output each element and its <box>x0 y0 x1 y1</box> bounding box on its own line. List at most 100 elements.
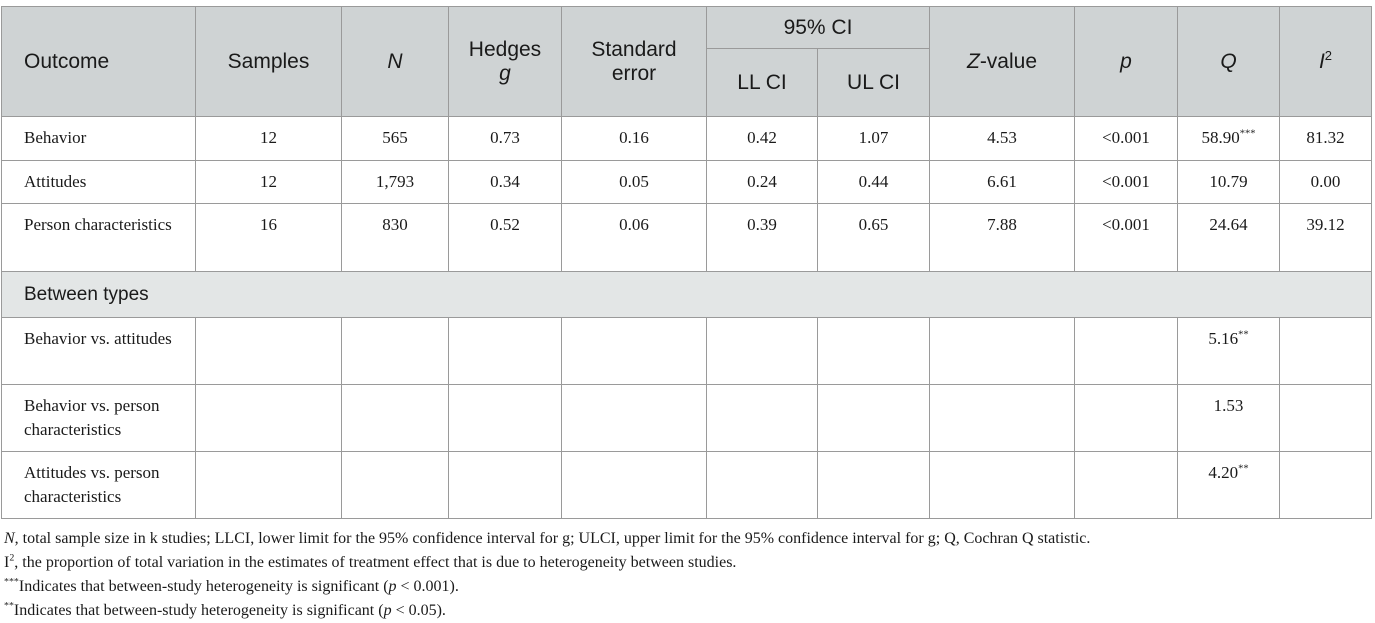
cell-empty <box>817 451 930 519</box>
cell-q: 4.20** <box>1177 451 1280 519</box>
table-row: Behavior 12 565 0.73 0.16 0.42 1.07 4.53… <box>1 116 1372 161</box>
cell-outcome: Behavior vs. attitudes <box>1 317 196 385</box>
footnote-significance-05: **Indicates that between-study heterogen… <box>4 599 1364 623</box>
table-row: Person characteristics 16 830 0.52 0.06 … <box>1 203 1372 272</box>
cell-empty <box>1074 317 1178 385</box>
cell-p: <0.001 <box>1074 160 1178 204</box>
cell-q: 1.53 <box>1177 384 1280 452</box>
cell-empty <box>561 317 707 385</box>
cell-empty <box>706 451 818 519</box>
table-header: Outcome Samples N Hedges g Standard error… <box>1 6 1372 117</box>
footnote-significance-001: ***Indicates that between-study heteroge… <box>4 575 1364 599</box>
cell-i2: 0.00 <box>1279 160 1372 204</box>
cell-hedges-g: 0.52 <box>448 203 562 272</box>
cell-ul-ci: 0.65 <box>817 203 930 272</box>
cell-q-value: 58.90 <box>1201 128 1240 147</box>
cell-samples: 16 <box>195 203 342 272</box>
cell-empty <box>817 384 930 452</box>
table-footnotes: N, total sample size in k studies; LLCI,… <box>4 527 1364 623</box>
cell-empty <box>929 317 1075 385</box>
table-row: Attitudes 12 1,793 0.34 0.05 0.24 0.44 6… <box>1 160 1372 204</box>
footnote-i2-symbol: I <box>4 554 10 571</box>
cell-empty <box>929 451 1075 519</box>
cell-q-value: 4.20 <box>1208 463 1239 482</box>
header-p: p <box>1074 6 1178 117</box>
cell-empty <box>341 384 449 452</box>
footnote-text: Indicates that between-study heterogenei… <box>18 578 389 595</box>
cell-empty <box>195 317 342 385</box>
cell-q-value: 24.64 <box>1209 215 1248 234</box>
cell-outcome: Attitudes vs. person characteristics <box>1 451 196 519</box>
cell-empty <box>1279 451 1372 519</box>
footnote-text: < 0.001). <box>396 578 459 595</box>
header-hedges-g: Hedges g <box>448 6 562 117</box>
cell-empty <box>448 451 562 519</box>
cell-p: <0.001 <box>1074 203 1178 272</box>
cell-ll-ci: 0.39 <box>706 203 818 272</box>
cell-q-value: 10.79 <box>1209 172 1248 191</box>
table-row: Attitudes vs. person characteristics 4.2… <box>1 451 1372 519</box>
cell-ll-ci: 0.42 <box>706 116 818 161</box>
cell-standard-error: 0.05 <box>561 160 707 204</box>
cell-n: 830 <box>341 203 449 272</box>
cell-outcome: Behavior vs. person characteristics <box>1 384 196 452</box>
cell-empty <box>448 384 562 452</box>
cell-empty <box>561 384 707 452</box>
footnote-n-symbol: N <box>4 530 15 547</box>
cell-ul-ci: 1.07 <box>817 116 930 161</box>
cell-standard-error: 0.06 <box>561 203 707 272</box>
footnote-p-symbol: p <box>388 578 397 595</box>
cell-q: 10.79 <box>1177 160 1280 204</box>
cell-empty <box>706 384 818 452</box>
header-i2: I2 <box>1279 6 1372 117</box>
footnote-abbreviations-text: , total sample size in k studies; LLCI, … <box>14 530 1091 547</box>
cell-empty <box>341 451 449 519</box>
cell-p: <0.001 <box>1074 116 1178 161</box>
cell-empty <box>1279 317 1372 385</box>
cell-z-value: 6.61 <box>929 160 1075 204</box>
cell-q-significance: *** <box>1239 128 1256 140</box>
cell-empty <box>195 384 342 452</box>
cell-q-value: 5.16 <box>1208 329 1239 348</box>
cell-z-value: 7.88 <box>929 203 1075 272</box>
cell-empty <box>929 384 1075 452</box>
cell-hedges-g: 0.73 <box>448 116 562 161</box>
cell-empty <box>448 317 562 385</box>
results-table-container: Outcome Samples N Hedges g Standard error… <box>1 6 1372 519</box>
cell-n: 565 <box>341 116 449 161</box>
cell-empty <box>195 451 342 519</box>
header-ul-ci: UL CI <box>817 48 930 117</box>
cell-q: 5.16** <box>1177 317 1280 385</box>
cell-ll-ci: 0.24 <box>706 160 818 204</box>
header-n: N <box>341 6 449 117</box>
cell-empty <box>706 317 818 385</box>
cell-q-significance: ** <box>1238 463 1249 475</box>
table-row: Behavior vs. person characteristics 1.53 <box>1 384 1372 452</box>
cell-empty <box>561 451 707 519</box>
footnote-marker: *** <box>4 576 19 588</box>
footnote-marker: ** <box>4 600 14 612</box>
cell-q-value: 1.53 <box>1213 396 1244 415</box>
footnote-p-symbol: p <box>383 602 392 619</box>
cell-z-value: 4.53 <box>929 116 1075 161</box>
table-body: Behavior 12 565 0.73 0.16 0.42 1.07 4.53… <box>1 116 1372 519</box>
cell-q-significance: ** <box>1238 329 1249 341</box>
cell-empty <box>1074 451 1178 519</box>
section-row: Between types <box>1 271 1372 318</box>
header-z-value: Z-value <box>929 6 1075 117</box>
footnote-text: < 0.05). <box>391 602 446 619</box>
cell-hedges-g: 0.34 <box>448 160 562 204</box>
section-label-between-types: Between types <box>1 271 1372 318</box>
header-i2-symbol: I <box>1318 49 1325 73</box>
footnote-abbreviations: N, total sample size in k studies; LLCI,… <box>4 527 1364 551</box>
header-q: Q <box>1177 6 1280 117</box>
header-outcome: Outcome <box>1 6 196 117</box>
table-row: Behavior vs. attitudes 5.16** <box>1 317 1372 385</box>
header-z-suffix: -value <box>979 49 1038 73</box>
cell-outcome: Person characteristics <box>1 203 196 272</box>
header-ll-ci: LL CI <box>706 48 818 117</box>
header-samples: Samples <box>195 6 342 117</box>
cell-n: 1,793 <box>341 160 449 204</box>
cell-q: 24.64 <box>1177 203 1280 272</box>
footnote-i2-text: , the proportion of total variation in t… <box>14 554 737 571</box>
